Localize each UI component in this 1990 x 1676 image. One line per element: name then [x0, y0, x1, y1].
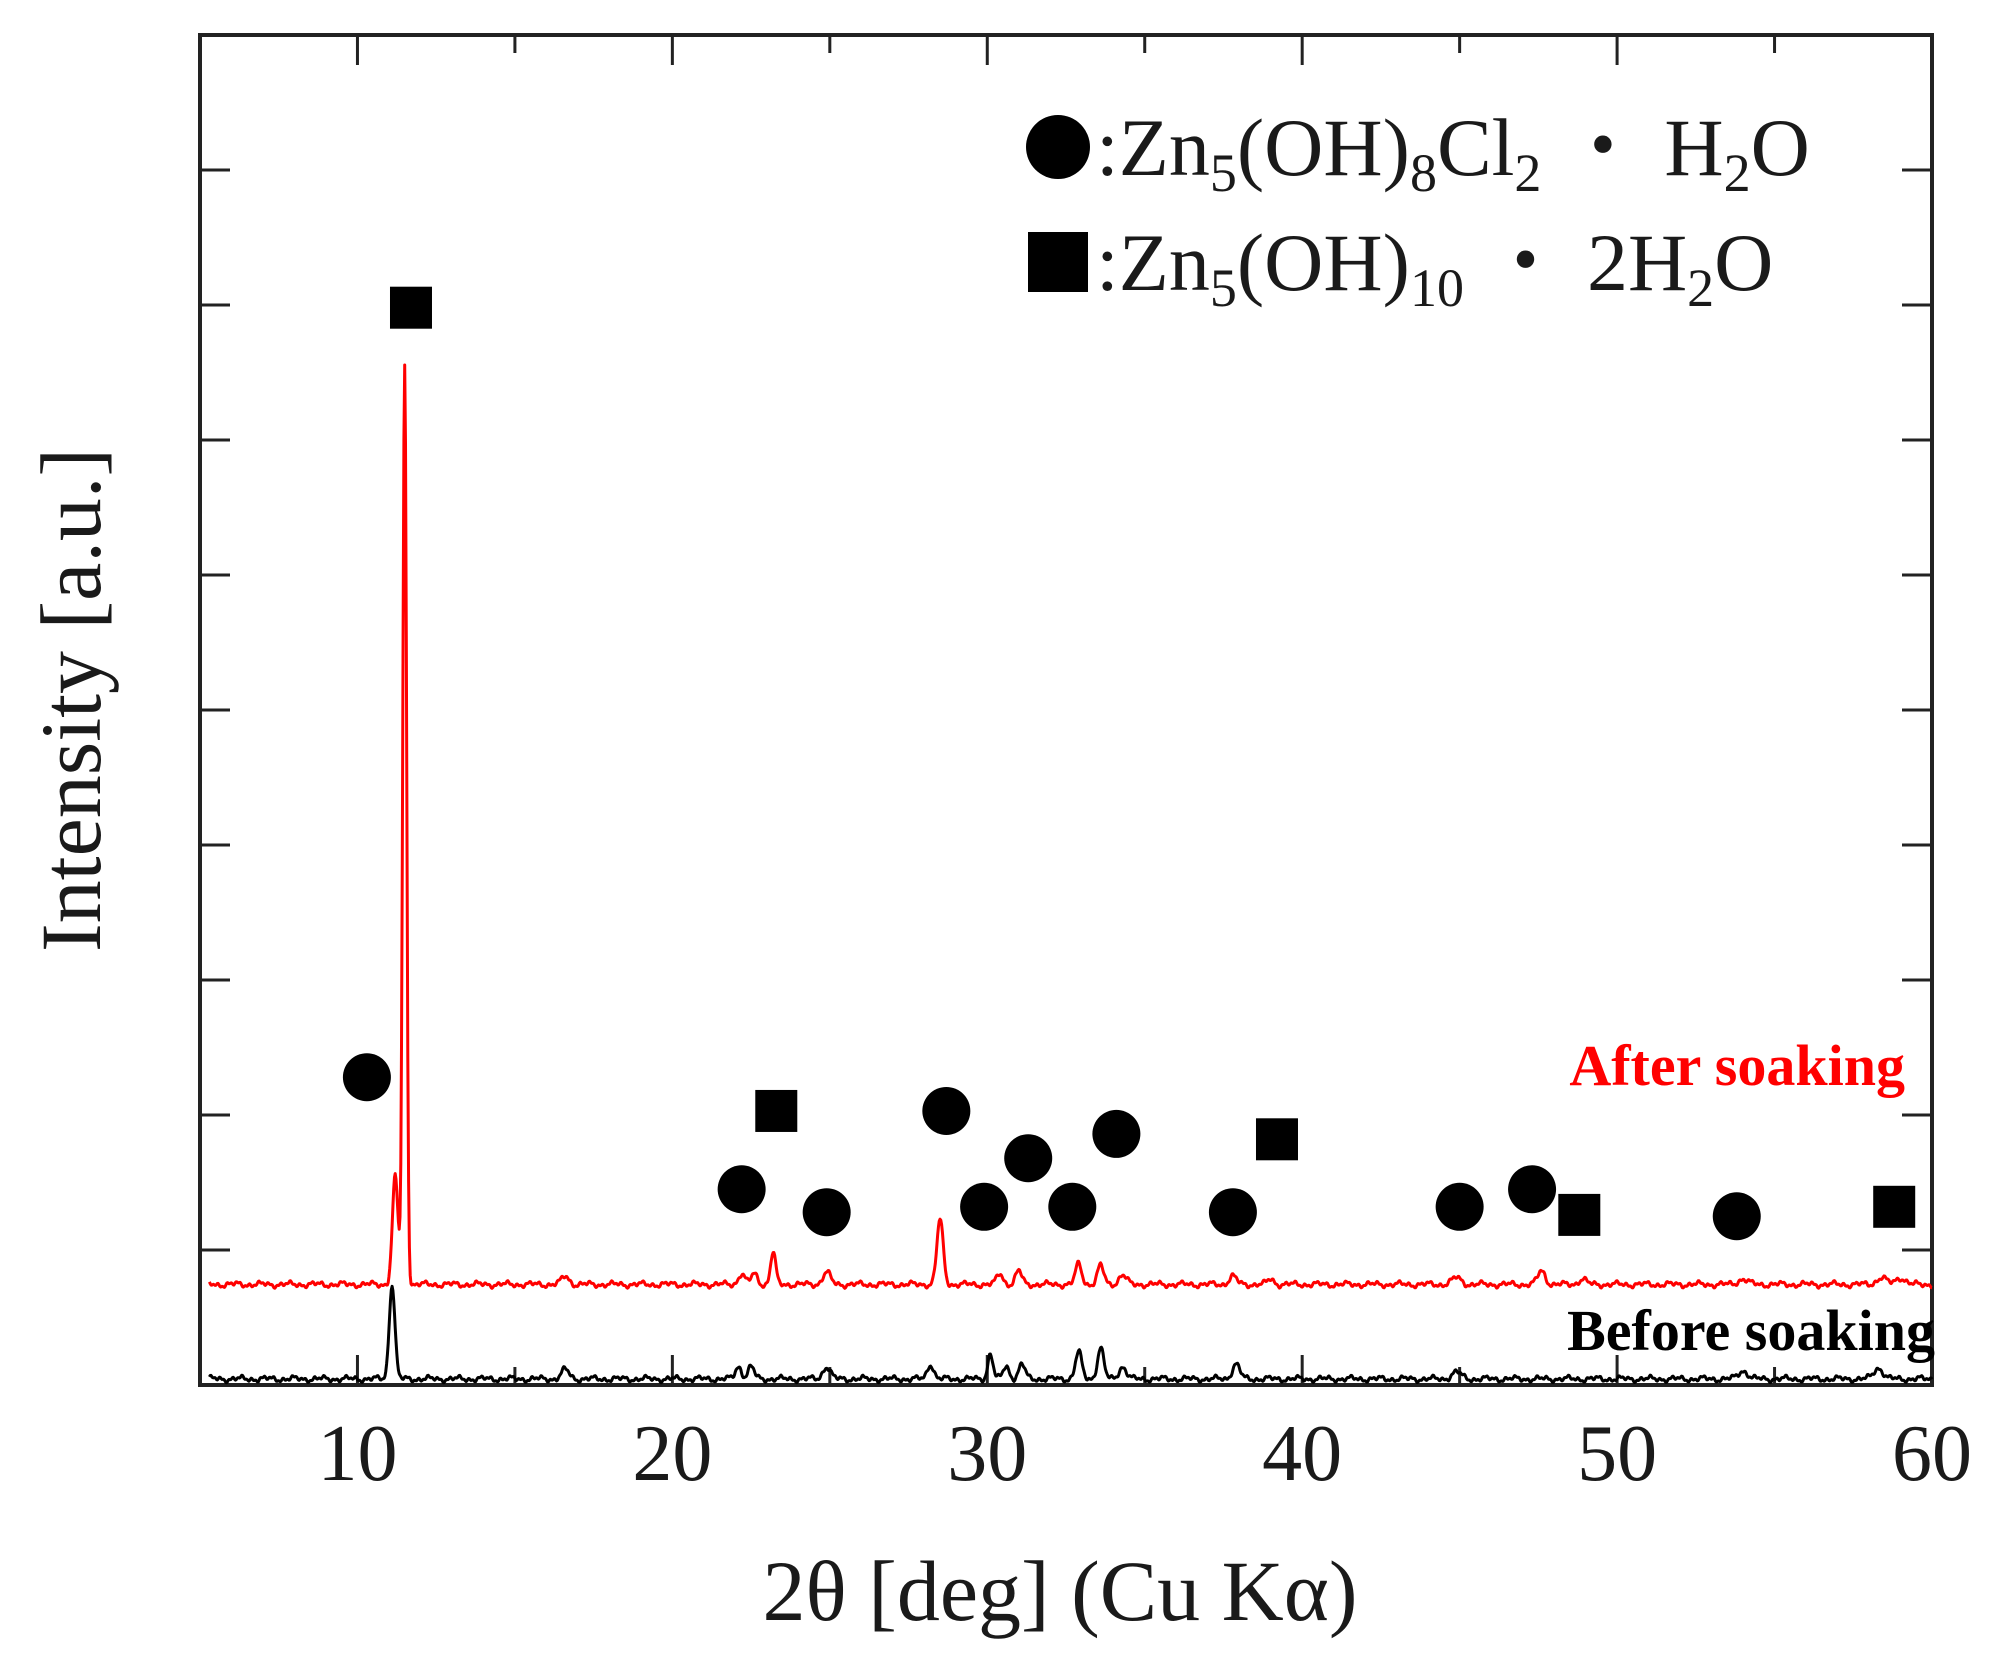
legend-subscript: 2 — [1687, 258, 1714, 318]
legend-subscript: 5 — [1210, 258, 1237, 318]
phase-marker-circle — [1712, 1192, 1761, 1241]
phase-marker-circle — [1092, 1109, 1141, 1158]
legend-circle-marker — [1026, 115, 1090, 179]
legend-subscript: 8 — [1410, 143, 1437, 203]
phase-marker-circle — [1508, 1165, 1557, 1214]
series-label-before-soaking: Before soaking — [1567, 1298, 1935, 1363]
phase-marker-circle — [960, 1182, 1009, 1231]
legend-text: Cl — [1437, 102, 1514, 193]
legend-text: (OH) — [1237, 217, 1410, 308]
phase-marker-circle — [342, 1053, 391, 1102]
legend-text: ・ H — [1541, 102, 1723, 193]
phase-marker-circle — [1435, 1182, 1484, 1231]
legend-label-zn5oh8cl2-h2o: :Zn5(OH)8Cl2 ・ H2O — [1096, 102, 1810, 203]
phase-marker-square — [389, 286, 432, 329]
phase-marker-square — [1255, 1118, 1298, 1161]
x-tick-label: 40 — [1262, 1410, 1342, 1498]
series-line-after-soaking — [208, 363, 1933, 1290]
y-axis-ticks — [200, 168, 1932, 1252]
x-axis-label: 2θ [deg] (Cu Kα) — [763, 1543, 1358, 1639]
legend-text: O — [1751, 102, 1810, 193]
legend-text: ・ 2H — [1464, 217, 1687, 308]
phase-markers — [342, 286, 1916, 1241]
legend-subscript: 2 — [1514, 143, 1541, 203]
series-label-after-soaking: After soaking — [1569, 1033, 1905, 1098]
legend-square-marker — [1028, 232, 1088, 292]
series-layer — [208, 363, 1934, 1385]
x-tick-label: 10 — [317, 1410, 397, 1498]
phase-marker-square — [1558, 1193, 1601, 1236]
series-line-before-soaking — [208, 1284, 1934, 1385]
x-axis-ticks: 10 20 30 40 50 60 — [198, 35, 1972, 1498]
phase-marker-circle — [1208, 1188, 1257, 1237]
legend-subscript: 2 — [1724, 143, 1751, 203]
legend-subscript: 10 — [1410, 258, 1464, 318]
legend-label-zn5oh10-2h2o: :Zn5(OH)10 ・ 2H2O — [1096, 217, 1773, 318]
phase-marker-circle — [1048, 1182, 1097, 1231]
legend-text: O — [1714, 217, 1773, 308]
phase-marker-circle — [1004, 1134, 1053, 1183]
phase-marker-circle — [922, 1086, 971, 1135]
legend-text: :Zn — [1096, 217, 1210, 308]
legend-text: :Zn — [1096, 102, 1210, 193]
phase-marker-circle — [802, 1188, 851, 1237]
legend: :Zn5(OH)8Cl2 ・ H2O:Zn5(OH)10 ・ 2H2O — [1026, 102, 1810, 318]
series-labels: After soaking Before soaking — [1567, 1033, 1935, 1363]
x-tick-label: 60 — [1892, 1410, 1972, 1498]
x-tick-label: 50 — [1577, 1410, 1657, 1498]
legend-text: (OH) — [1237, 102, 1410, 193]
y-axis-label: Intensity [a.u.] — [23, 448, 119, 952]
phase-marker-circle — [717, 1165, 766, 1214]
phase-marker-square — [1873, 1185, 1916, 1228]
legend-subscript: 5 — [1210, 143, 1237, 203]
x-tick-label: 20 — [632, 1410, 712, 1498]
phase-marker-square — [755, 1089, 798, 1132]
x-tick-label: 30 — [947, 1410, 1027, 1498]
